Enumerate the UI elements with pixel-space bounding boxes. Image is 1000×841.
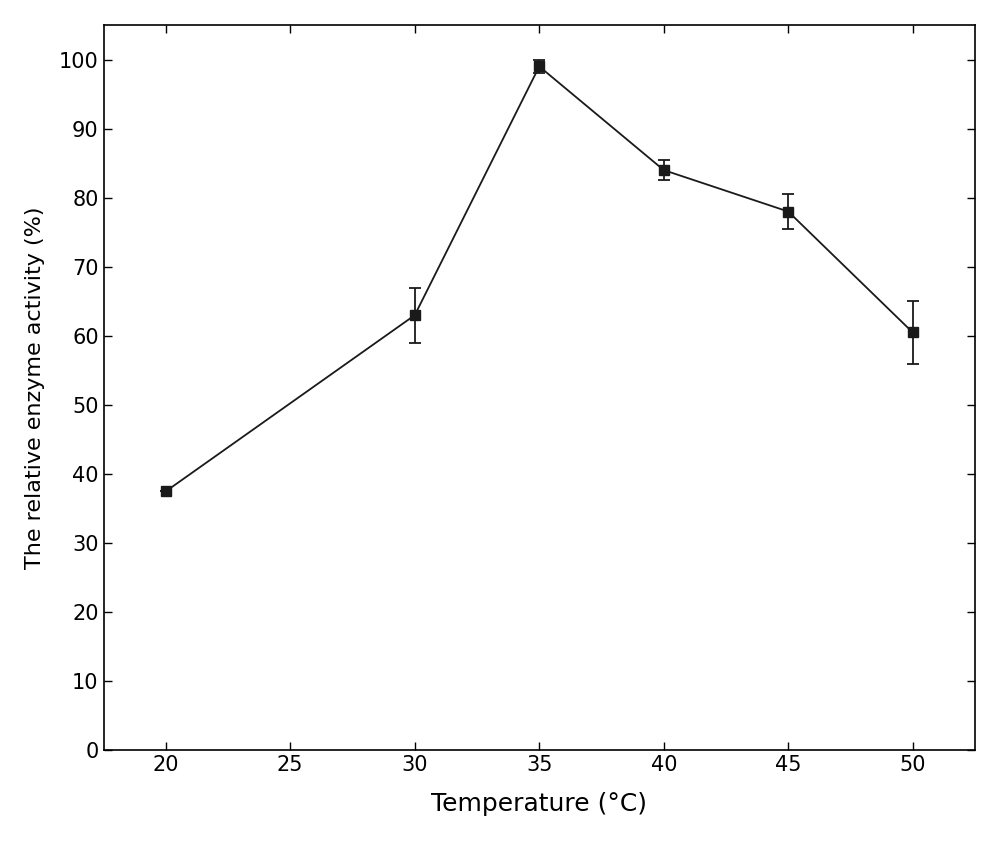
X-axis label: Temperature (°C): Temperature (°C)	[431, 792, 647, 816]
Y-axis label: The relative enzyme activity (%): The relative enzyme activity (%)	[25, 207, 45, 569]
